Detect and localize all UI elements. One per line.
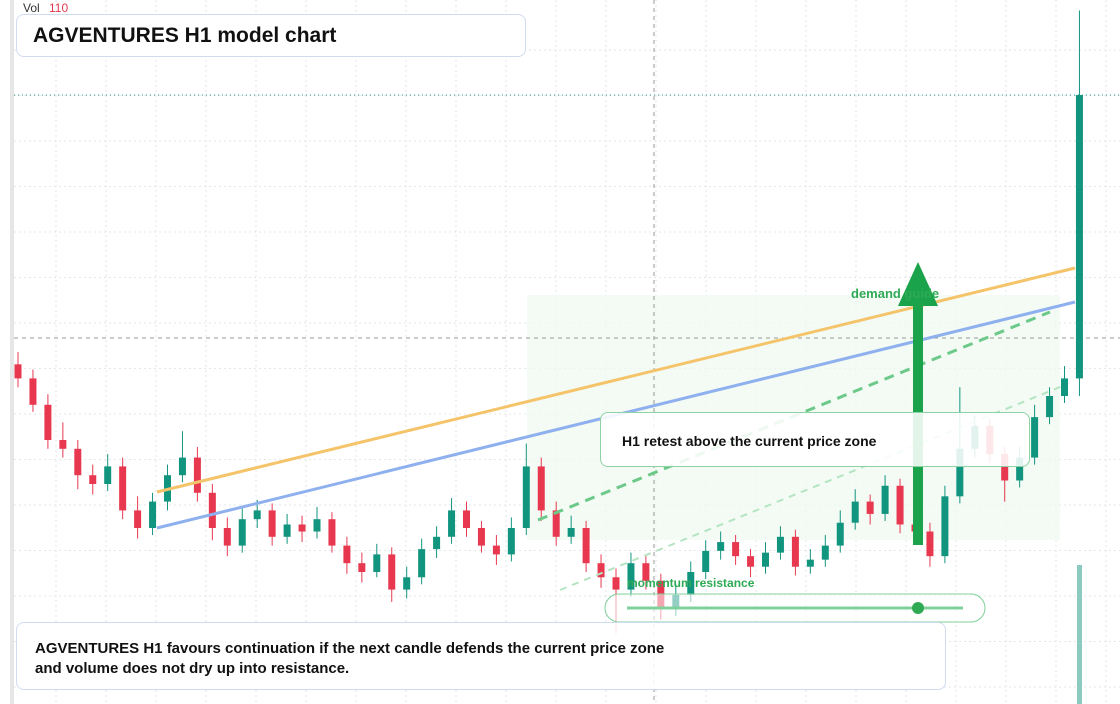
candle-body: [89, 475, 97, 484]
candle-body: [567, 528, 575, 537]
candle-body: [1061, 378, 1068, 396]
footer-note: AGVENTURES H1 favours continuation if th…: [16, 622, 946, 690]
candle-body: [776, 536, 784, 553]
candle-body: [388, 554, 396, 590]
candle-body: [328, 519, 336, 546]
candle-body: [926, 531, 934, 557]
candle-body: [14, 364, 22, 379]
candle-body: [866, 501, 874, 514]
candle-body: [941, 496, 949, 557]
retest-note: H1 retest above the current price zone: [600, 412, 1030, 467]
candle-body: [238, 519, 246, 546]
candle-body: [717, 542, 725, 551]
candle-body: [149, 501, 157, 528]
candle-body: [836, 522, 844, 546]
candle-body: [702, 550, 710, 572]
candle-body: [433, 536, 441, 550]
candle-body: [134, 510, 142, 528]
candle-body: [612, 577, 620, 590]
candle-body: [44, 404, 52, 440]
candle-body: [268, 510, 276, 537]
candle-body: [1075, 95, 1083, 379]
candle-body: [956, 448, 964, 497]
candle-body: [418, 549, 426, 578]
candle-body: [1031, 417, 1039, 458]
candle-body: [223, 528, 231, 546]
candle-body: [791, 536, 799, 567]
volume-label: Vol: [23, 1, 40, 15]
candle-body: [747, 556, 755, 567]
candle-body: [403, 577, 411, 590]
candle-body: [178, 457, 186, 476]
candle-body: [896, 485, 904, 525]
title: AGVENTURES H1 model chart: [16, 14, 526, 57]
momentum-label: momentum resistance: [627, 576, 755, 590]
candle-body: [313, 519, 321, 532]
candle-body: [642, 563, 650, 581]
candle-body: [463, 510, 470, 528]
volume-bar: [1077, 565, 1082, 704]
demand-label: demand guide: [851, 286, 939, 301]
candle-body: [253, 510, 261, 520]
candle-body: [208, 492, 216, 528]
candle-body: [477, 528, 485, 546]
candle-body: [104, 466, 112, 484]
candle-body: [687, 572, 695, 595]
candle-body: [358, 563, 366, 572]
candle-body: [29, 378, 37, 405]
candle-body: [74, 448, 82, 476]
candle-body: [821, 545, 829, 560]
candle-body: [851, 501, 859, 523]
candle-body: [627, 563, 635, 590]
candle-body: [597, 563, 605, 578]
candle-body: [1016, 457, 1024, 481]
arrow-head: [898, 262, 938, 306]
candle-body: [1046, 396, 1054, 418]
volume-value: 110: [49, 1, 68, 15]
candle-body: [343, 545, 351, 564]
candle-body: [806, 559, 814, 567]
candle-body: [492, 545, 500, 555]
candle-body: [507, 528, 515, 555]
candle-body: [59, 440, 67, 449]
candle-body: [537, 466, 545, 511]
candle-body: [552, 510, 560, 537]
candle-body: [448, 510, 456, 537]
candle-body: [762, 552, 769, 567]
candle-body: [119, 466, 127, 511]
candle-body: [881, 485, 889, 514]
momentum-dot: [912, 602, 924, 614]
candle-body: [283, 524, 291, 537]
candle-body: [732, 542, 740, 557]
left-edge: [10, 0, 14, 704]
candle-body: [1001, 454, 1009, 481]
candle-body: [373, 554, 381, 572]
candle-body: [582, 528, 590, 564]
candle-body: [522, 466, 530, 528]
candle-body: [193, 457, 201, 493]
candle-body: [298, 524, 306, 532]
